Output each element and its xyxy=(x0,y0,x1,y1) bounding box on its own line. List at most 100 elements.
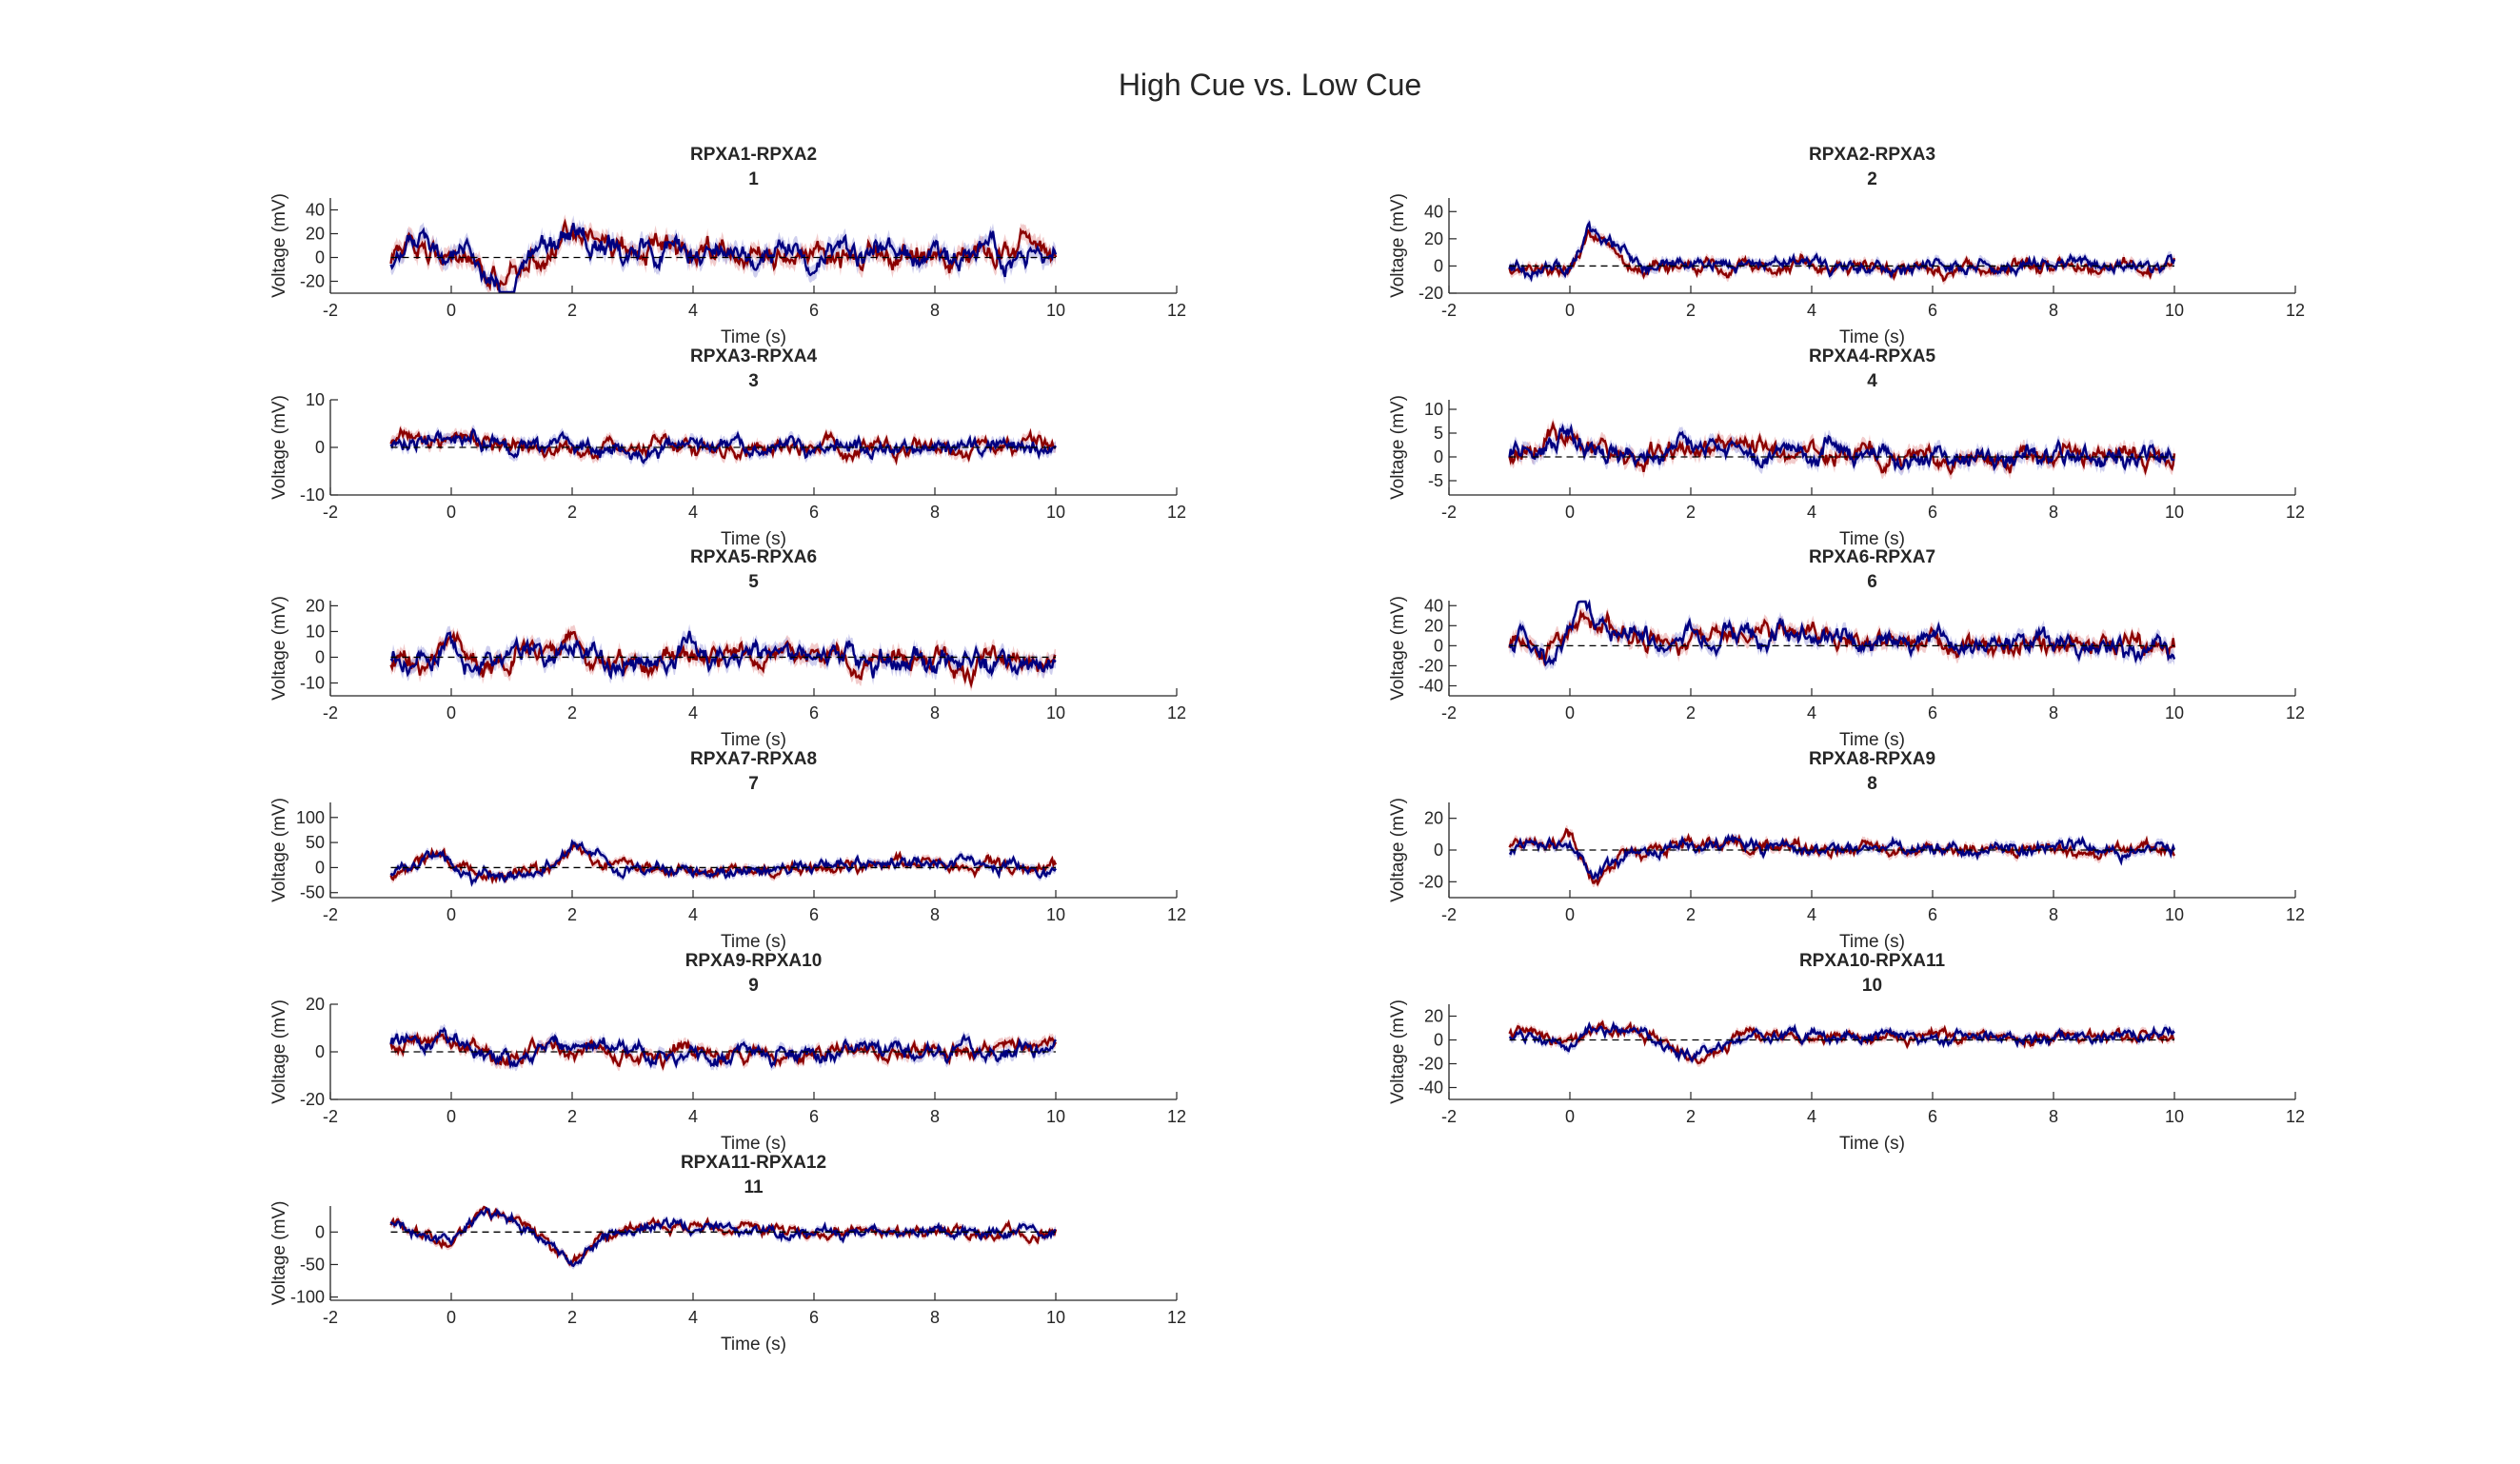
subplot-title: RPXA1-RPXA2 xyxy=(690,145,817,165)
high-cue-series-line xyxy=(1508,827,2176,887)
x-tick-label: 8 xyxy=(2049,503,2058,522)
y-tick-label: 40 xyxy=(1424,596,1443,615)
x-axis-label: Time (s) xyxy=(1839,1134,1905,1154)
y-tick-label: -20 xyxy=(1419,284,1443,303)
subplot-5: RPXA5-RPXA6 5 -2 0 2 4 6 8 10 12 -10 0 10 20 Time (s) V… xyxy=(269,547,1186,750)
x-tick-label: 2 xyxy=(567,905,577,924)
x-tick-label: 12 xyxy=(2286,301,2305,320)
x-tick-label: 2 xyxy=(1686,703,1696,722)
high-cue-error-band xyxy=(1509,824,2174,888)
x-axis-label: Time (s) xyxy=(721,730,786,750)
x-tick-label: 12 xyxy=(2286,703,2305,722)
subplot-title: RPXA7-RPXA8 xyxy=(690,749,817,769)
x-tick-label: 6 xyxy=(809,905,819,924)
low-cue-series-line xyxy=(389,1206,1056,1268)
y-tick-label: -20 xyxy=(1419,872,1443,891)
x-tick-label: 12 xyxy=(1167,905,1186,924)
subplot-title: RPXA6-RPXA7 xyxy=(1809,547,1935,567)
x-tick-label: 0 xyxy=(1565,1107,1575,1126)
x-axis-label: Time (s) xyxy=(721,1335,786,1355)
low-cue-series-line xyxy=(389,839,1057,887)
x-tick-label: 4 xyxy=(1807,703,1816,722)
y-tick-label: 50 xyxy=(306,833,325,852)
x-axis-label: Time (s) xyxy=(721,1134,786,1154)
x-tick-label: 4 xyxy=(688,905,698,924)
y-tick-label: 20 xyxy=(1424,616,1443,635)
y-tick-label: 0 xyxy=(315,858,325,877)
x-tick-label: 8 xyxy=(930,301,940,320)
subplot-number: 8 xyxy=(1867,774,1877,794)
x-tick-label: 10 xyxy=(2165,301,2184,320)
subplot-number: 10 xyxy=(1862,976,1882,996)
subplot-title: RPXA9-RPXA10 xyxy=(685,951,823,971)
x-tick-label: 6 xyxy=(809,503,819,522)
x-axis-label: Time (s) xyxy=(1839,932,1905,952)
x-tick-label: 10 xyxy=(1046,905,1065,924)
x-tick-label: 10 xyxy=(1046,503,1065,522)
y-tick-label: 0 xyxy=(1434,841,1443,860)
x-tick-label: 12 xyxy=(1167,1107,1186,1126)
low-cue-series-line xyxy=(1508,423,2175,472)
x-tick-label: 8 xyxy=(2049,1107,2058,1126)
x-tick-label: 10 xyxy=(1046,703,1065,722)
low-cue-error-band xyxy=(390,838,1056,888)
x-tick-label: -2 xyxy=(1441,301,1457,320)
y-tick-label: 0 xyxy=(1434,1031,1443,1050)
x-tick-label: 4 xyxy=(688,1308,698,1327)
subplot-title: RPXA5-RPXA6 xyxy=(690,547,817,567)
x-tick-label: 10 xyxy=(1046,1107,1065,1126)
x-tick-label: 10 xyxy=(2165,703,2184,722)
low-cue-series-line xyxy=(389,223,1058,294)
subplot-title: RPXA10-RPXA11 xyxy=(1799,951,1946,971)
y-tick-label: 0 xyxy=(1434,256,1443,275)
y-tick-label: 20 xyxy=(1424,1007,1443,1026)
low-cue-series-line xyxy=(1508,599,2176,667)
x-tick-label: -2 xyxy=(323,503,338,522)
y-axis-label: Voltage (mV) xyxy=(269,596,289,701)
subplot-number: 5 xyxy=(748,572,759,592)
y-tick-label: -40 xyxy=(1419,1078,1443,1098)
y-tick-label: 20 xyxy=(306,596,325,615)
figure-title: High Cue vs. Low Cue xyxy=(1119,68,1421,102)
x-tick-label: 6 xyxy=(1928,503,1937,522)
y-tick-label: -100 xyxy=(290,1288,325,1307)
x-tick-label: 12 xyxy=(1167,703,1186,722)
x-tick-label: 2 xyxy=(567,503,577,522)
x-tick-label: 6 xyxy=(809,1107,819,1126)
x-tick-label: 4 xyxy=(688,301,698,320)
y-tick-label: -10 xyxy=(300,485,325,504)
x-tick-label: -2 xyxy=(1441,1107,1457,1126)
x-tick-label: 0 xyxy=(446,1107,456,1126)
x-tick-label: 0 xyxy=(1565,905,1575,924)
y-tick-label: -5 xyxy=(1428,471,1443,490)
y-axis-label: Voltage (mV) xyxy=(269,1201,289,1306)
subplot-title: RPXA11-RPXA12 xyxy=(681,1153,826,1173)
y-tick-label: 0 xyxy=(1434,636,1443,655)
x-tick-label: -2 xyxy=(323,301,338,320)
x-tick-label: 0 xyxy=(1565,703,1575,722)
x-tick-label: 8 xyxy=(930,905,940,924)
x-tick-label: 0 xyxy=(446,301,456,320)
x-axis-label: Time (s) xyxy=(1839,730,1905,750)
low-cue-series-line xyxy=(389,1026,1058,1070)
x-tick-label: -2 xyxy=(323,703,338,722)
subplot-11: RPXA11-RPXA12 11 -2 0 2 4 6 8 10 12 -100 -50 0 Time (… xyxy=(269,1153,1186,1355)
subplot-number: 11 xyxy=(744,1177,764,1197)
y-tick-label: -20 xyxy=(300,1090,325,1109)
subplot-3: RPXA3-RPXA4 3 -2 0 2 4 6 8 10 12 -10 0 10 Time (s) Vol… xyxy=(269,346,1186,549)
x-tick-label: 12 xyxy=(2286,1107,2305,1126)
x-tick-label: 12 xyxy=(2286,503,2305,522)
x-tick-label: 10 xyxy=(2165,503,2184,522)
subplot-number: 1 xyxy=(748,169,759,189)
low-cue-series-line xyxy=(1508,1020,2175,1063)
x-tick-label: 0 xyxy=(446,905,456,924)
x-axis-label: Time (s) xyxy=(721,529,786,549)
y-tick-label: 40 xyxy=(306,201,325,220)
y-axis-label: Voltage (mV) xyxy=(269,193,289,298)
x-tick-label: 2 xyxy=(567,301,577,320)
x-tick-label: 10 xyxy=(2165,1107,2184,1126)
